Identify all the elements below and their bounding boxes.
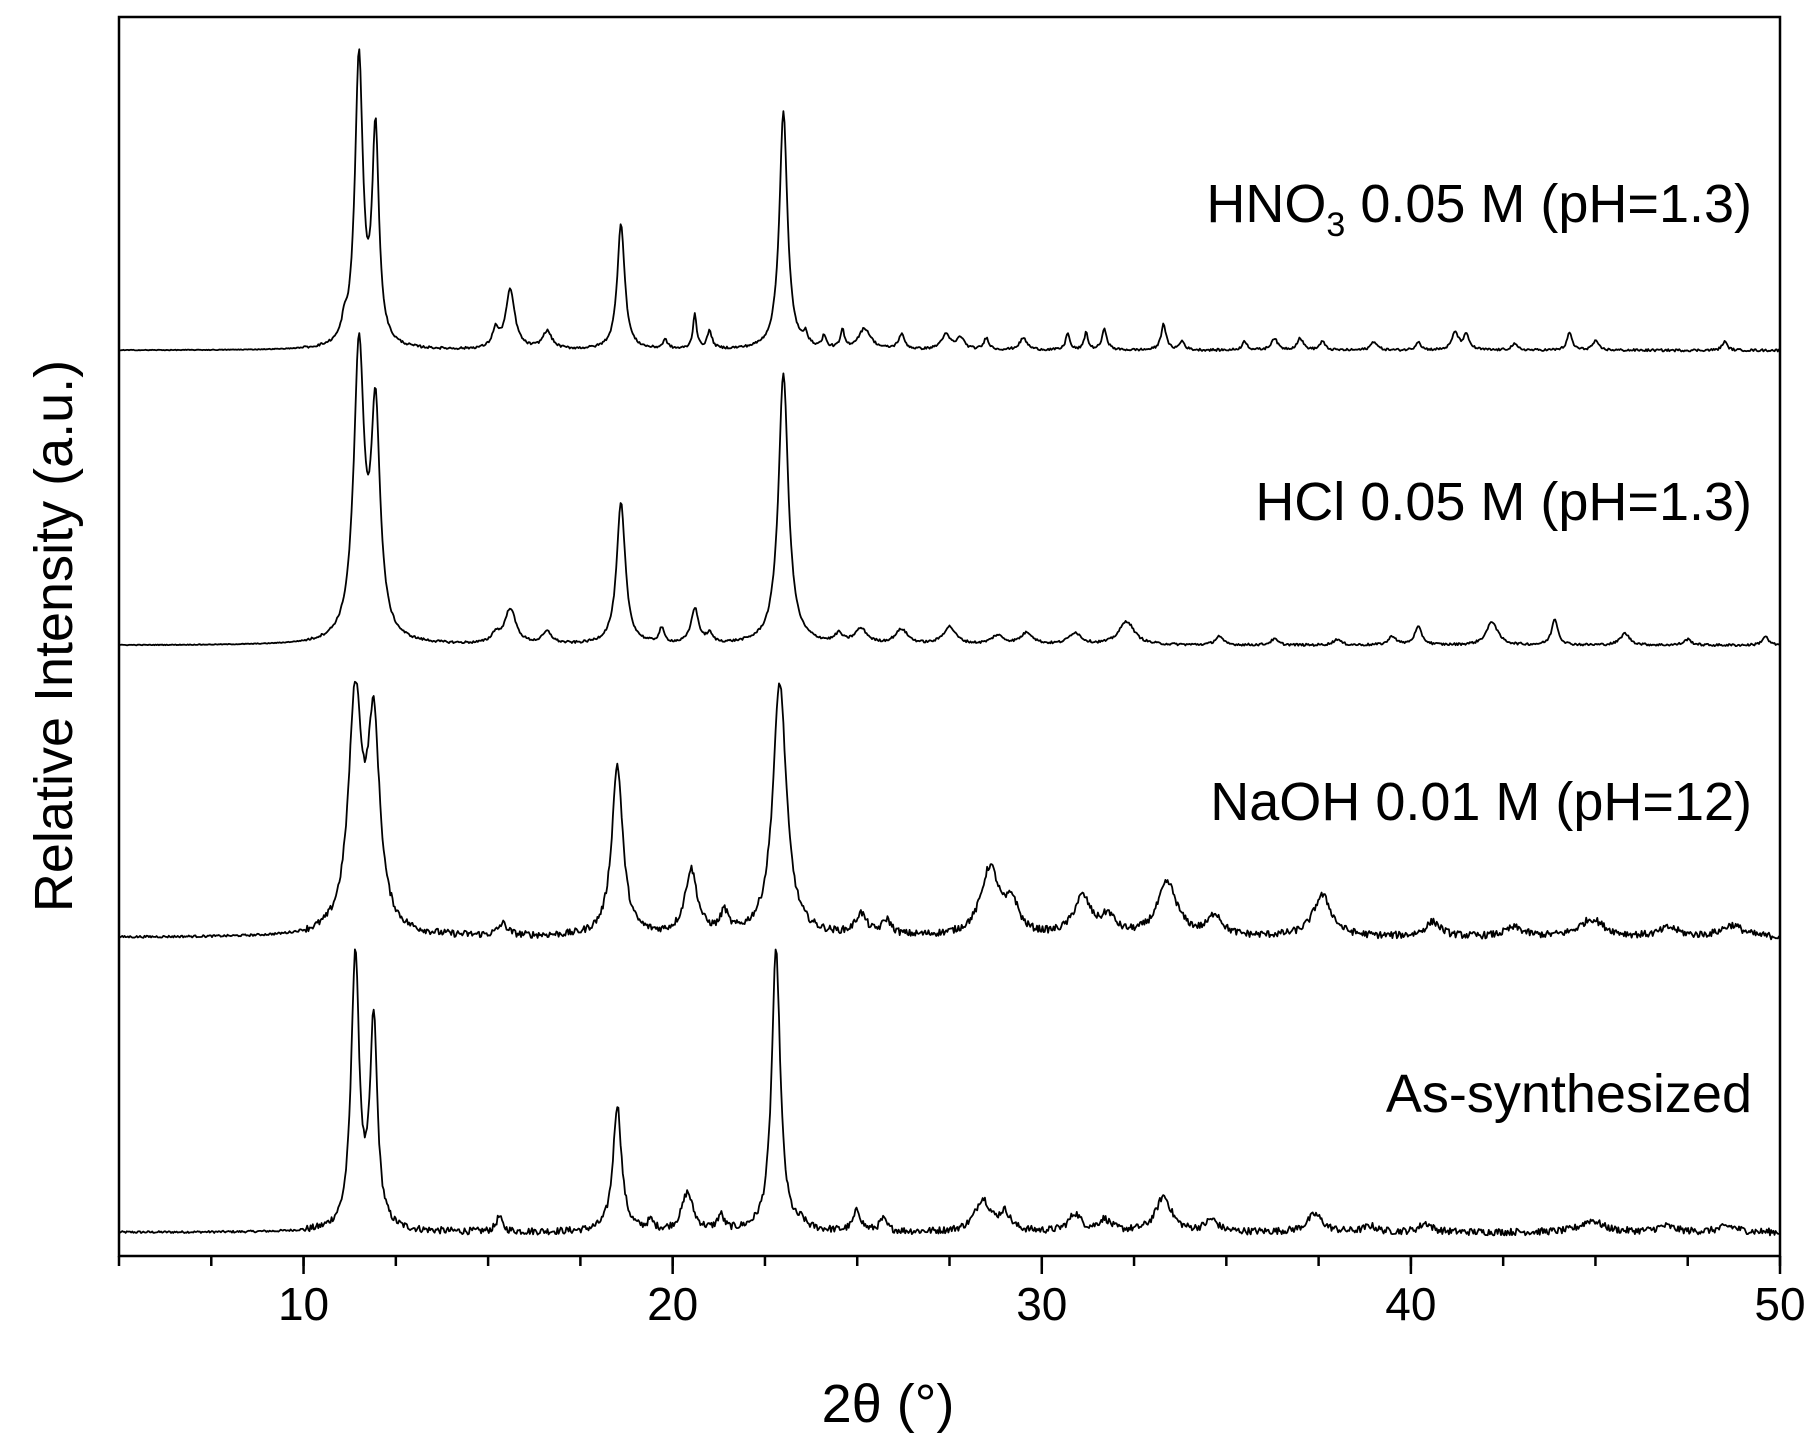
x-tick-label: 30 [1016, 1278, 1067, 1330]
x-tick-label: 40 [1385, 1278, 1436, 1330]
series-line-3 [118, 48, 1781, 353]
series-label-0: As-synthesized [1386, 1064, 1752, 1124]
series-line-2 [118, 332, 1781, 647]
series-label-main-1: NaOH 0.01 M (pH=12) [1210, 772, 1752, 832]
series-label-main-2: HCl 0.05 M (pH=1.3) [1255, 472, 1752, 532]
traces [118, 48, 1781, 1237]
series-line-0 [118, 948, 1781, 1237]
x-tick-label: 10 [278, 1278, 329, 1330]
series-label-main-0: As-synthesized [1386, 1064, 1752, 1124]
series-label-tail-3: 0.05 M (pH=1.3) [1345, 174, 1752, 234]
series-line-1 [118, 680, 1781, 941]
x-ticks: 10 20 30 40 50 [117, 1256, 1806, 1330]
x-tick-label: 50 [1754, 1278, 1805, 1330]
series-label-2: HCl 0.05 M (pH=1.3) [1255, 472, 1752, 532]
series-label-3: HNO3 0.05 M (pH=1.3) [1206, 174, 1752, 244]
x-tick-label: 20 [647, 1278, 698, 1330]
y-axis-title: Relative Intensity (a.u.) [24, 360, 84, 912]
series-labels: As-synthesized NaOH 0.01 M (pH=12) HCl 0.0… [1206, 174, 1752, 1124]
series-label-main-3: HNO [1206, 174, 1326, 234]
series-label-sub-3: 3 [1326, 206, 1345, 244]
series-label-1: NaOH 0.01 M (pH=12) [1210, 772, 1752, 832]
x-axis-title: 2θ (°) [822, 1374, 955, 1434]
